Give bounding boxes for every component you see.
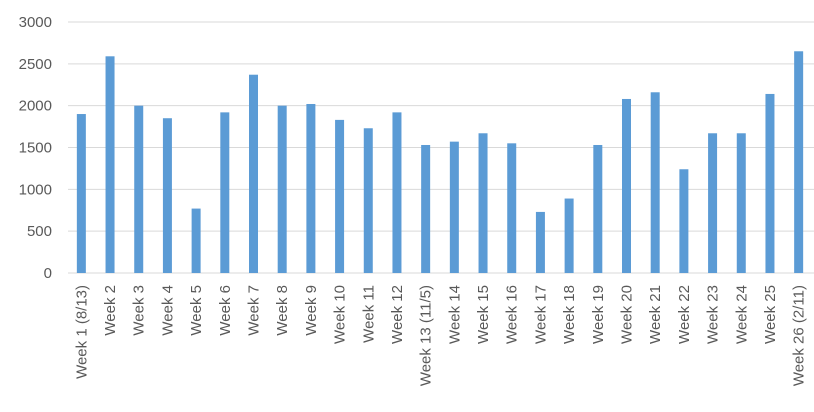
- x-tick-label: Week 17: [532, 285, 549, 344]
- bar-4: [162, 118, 172, 273]
- x-tick-label: Week 20: [619, 285, 636, 344]
- x-tick-label: Week 2: [102, 285, 119, 336]
- bar-20: [622, 98, 631, 273]
- bar-11: [363, 128, 373, 273]
- bar-25: [765, 93, 775, 273]
- x-tick-label: Week 10: [332, 285, 349, 344]
- bar-8: [277, 105, 287, 273]
- x-tick-label: Week 6: [217, 285, 234, 336]
- bar-24: [736, 133, 746, 273]
- x-tick-label: Week 19: [590, 285, 607, 344]
- bar-13: [421, 144, 431, 273]
- bar-26: [794, 51, 804, 273]
- y-tick-label: 1500: [19, 140, 52, 157]
- x-tick-label: Week 22: [676, 285, 693, 344]
- x-tick-label: Week 4: [159, 285, 176, 336]
- bar-21: [650, 92, 660, 273]
- bar-16: [507, 143, 517, 273]
- x-tick-label: Week 26 (2/11): [791, 285, 808, 386]
- x-tick-label: Week 12: [389, 285, 406, 344]
- bar-14: [449, 141, 459, 273]
- bar-17: [535, 211, 545, 273]
- y-tick-label: 0: [44, 265, 52, 282]
- y-tick-label: 2000: [19, 98, 52, 115]
- x-tick-label: Week 23: [705, 285, 722, 344]
- x-axis-ticks: Week 1 (8/13) Week 2 Week 3 Week 4 Week 5 Wee…: [73, 285, 807, 386]
- x-tick-label: Week 11: [360, 285, 377, 343]
- x-tick-label: Week 13 (11/5): [418, 285, 435, 386]
- x-tick-label: Week 24: [733, 285, 750, 344]
- bar-22: [679, 169, 689, 273]
- bar-12: [392, 112, 402, 273]
- x-tick-label: Week 5: [188, 285, 205, 336]
- bar-23: [708, 133, 718, 273]
- y-tick-label: 500: [27, 223, 52, 240]
- x-tick-label: Week 7: [246, 285, 263, 336]
- bar-9: [306, 103, 316, 274]
- y-tick-label: 2500: [19, 56, 52, 73]
- x-tick-label: Week 18: [561, 285, 578, 344]
- bar-10: [335, 119, 345, 273]
- bar-19: [593, 144, 603, 273]
- bar-5: [191, 208, 201, 273]
- x-tick-label: Week 14: [446, 285, 463, 344]
- bar-2: [105, 56, 115, 273]
- x-tick-label: Week 15: [475, 285, 492, 344]
- bar-6: [220, 112, 230, 273]
- x-tick-label: Week 16: [504, 285, 521, 344]
- bars: [76, 51, 804, 274]
- x-tick-label: Week 1 (8/13): [73, 285, 90, 379]
- x-tick-label: Week 21: [647, 285, 664, 344]
- x-tick-label: Week 3: [131, 285, 148, 336]
- bar-3: [134, 105, 144, 273]
- bar-18: [564, 198, 574, 273]
- x-tick-label: Week 9: [303, 285, 320, 336]
- y-axis-ticks: 0 500 1000 1500 2000 2500 3000: [19, 14, 52, 282]
- bar-15: [478, 133, 488, 273]
- x-tick-label: Week 8: [274, 285, 291, 336]
- bar-7: [249, 74, 258, 274]
- y-tick-label: 1000: [19, 181, 52, 198]
- y-tick-label: 3000: [19, 14, 52, 31]
- bar-1: [76, 114, 86, 273]
- gridlines: [68, 21, 814, 274]
- x-tick-label: Week 25: [762, 285, 779, 344]
